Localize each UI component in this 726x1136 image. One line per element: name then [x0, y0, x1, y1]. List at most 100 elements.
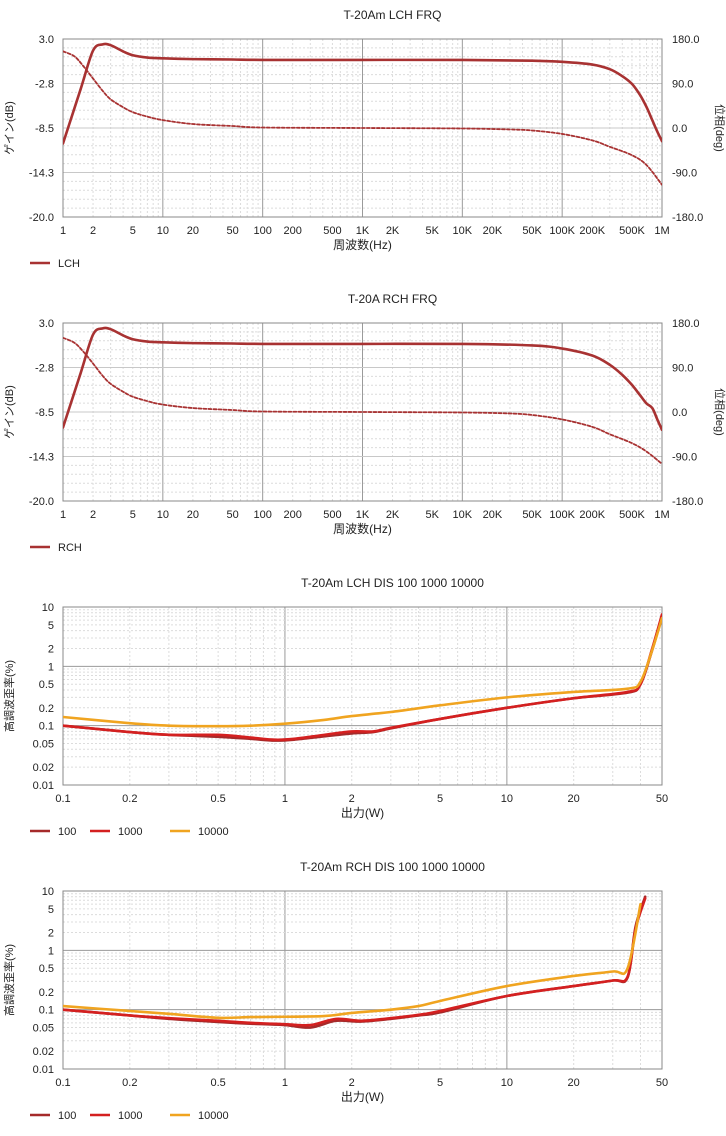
- plot-frame: [62, 38, 663, 218]
- x-tick-label: 0.5: [210, 1077, 225, 1089]
- x-tick-label: 5: [437, 1077, 443, 1089]
- x-tick-label: 200: [284, 509, 302, 521]
- x-tick-label: 2: [90, 509, 96, 521]
- y-tick-label: -20.0: [29, 212, 54, 224]
- x-tick-label: 1M: [654, 509, 669, 521]
- x-tick-label: 500K: [619, 509, 645, 521]
- y2-axis-label: 位相(deg): [713, 104, 726, 152]
- legend-label: 10000: [198, 1110, 229, 1122]
- y-tick-label: -2.8: [35, 363, 54, 375]
- y-tick-label: -2.8: [35, 79, 54, 91]
- y2-tick-label: 0.0: [672, 407, 687, 419]
- x-tick-label: 2: [90, 225, 96, 237]
- y-tick-label: 0.2: [39, 703, 54, 715]
- series-line-100: [63, 614, 662, 742]
- x-tick-label: 200K: [579, 225, 605, 237]
- y-tick-label: -8.5: [35, 123, 54, 135]
- y-tick-label: 2: [48, 643, 54, 655]
- x-tick-label: 2K: [386, 509, 400, 521]
- x-tick-label: 5K: [426, 509, 440, 521]
- legend-label: RCH: [58, 542, 82, 554]
- x-tick-label: 50K: [522, 225, 542, 237]
- x-tick-label: 200: [284, 225, 302, 237]
- x-tick-label: 5: [130, 509, 136, 521]
- y-axis-label: 高調波歪率(%): [2, 944, 16, 1016]
- y2-tick-label: 90.0: [672, 79, 693, 91]
- y2-tick-label: 0.0: [672, 123, 687, 135]
- chart-title: T-20A RCH FRQ: [348, 292, 437, 306]
- legend-label: LCH: [58, 258, 80, 270]
- x-tick-label: 100K: [549, 509, 575, 521]
- x-tick-label: 20: [187, 509, 199, 521]
- x-tick-label: 50: [656, 793, 668, 805]
- x-tick-label: 2: [349, 793, 355, 805]
- chart-title: T-20Am LCH FRQ: [343, 8, 441, 22]
- x-tick-label: 200K: [579, 509, 605, 521]
- x-tick-label: 50: [226, 225, 238, 237]
- y-tick-label: 0.1: [39, 721, 54, 733]
- x-tick-label: 100: [253, 225, 271, 237]
- chart-0: T-20Am LCH FRQ 1 2 5 10 20 50 100 200 500 1K 2K 5K 10…: [3, 8, 726, 270]
- y-tick-label: -14.3: [29, 452, 54, 464]
- series-line-100: [63, 895, 647, 1029]
- x-tick-label: 20K: [483, 509, 503, 521]
- x-tick-label: 10: [501, 793, 513, 805]
- y-tick-label: 10: [42, 886, 54, 898]
- x-tick-label: 5K: [426, 225, 440, 237]
- plot-frame: [62, 322, 663, 502]
- x-tick-label: 10K: [453, 225, 473, 237]
- legend-label: 10000: [198, 826, 229, 838]
- series-line-phase: [63, 336, 662, 465]
- y-axis-label: ゲイン(dB): [3, 385, 16, 439]
- x-tick-label: 5: [130, 225, 136, 237]
- y-tick-label: 0.2: [39, 987, 54, 999]
- x-tick-label: 20: [568, 1077, 580, 1089]
- x-tick-label: 1M: [654, 225, 669, 237]
- x-tick-label: 0.2: [122, 1077, 137, 1089]
- legend-label: 1000: [118, 826, 142, 838]
- chart-grid: [62, 606, 663, 786]
- x-axis-label: 出力(W): [341, 806, 384, 820]
- x-tick-label: 1: [60, 225, 66, 237]
- x-tick-label: 0.1: [55, 1077, 70, 1089]
- legend-label: 100: [58, 826, 76, 838]
- x-tick-label: 1K: [356, 225, 370, 237]
- x-tick-label: 20: [187, 225, 199, 237]
- plot-frame: [62, 890, 663, 1070]
- x-tick-label: 100: [253, 509, 271, 521]
- x-tick-label: 50: [226, 509, 238, 521]
- y2-tick-label: 180.0: [672, 34, 700, 46]
- y-tick-label: 0.02: [33, 762, 54, 774]
- x-tick-label: 10: [501, 1077, 513, 1089]
- y-tick-label: -20.0: [29, 496, 54, 508]
- y-tick-label: 5: [48, 620, 54, 632]
- series-line-1000: [63, 897, 647, 1027]
- x-tick-label: 10: [157, 225, 169, 237]
- y-tick-label: 5: [48, 904, 54, 916]
- series-line-LCH: [63, 42, 662, 145]
- x-tick-label: 2K: [386, 225, 400, 237]
- x-tick-label: 2: [349, 1077, 355, 1089]
- y-tick-label: 0.01: [33, 1064, 54, 1076]
- x-tick-label: 0.1: [55, 793, 70, 805]
- y-tick-label: 3.0: [39, 318, 54, 330]
- y-tick-label: 0.5: [39, 679, 54, 691]
- x-tick-label: 1K: [356, 509, 370, 521]
- x-tick-label: 1: [60, 509, 66, 521]
- x-axis-label: 出力(W): [341, 1090, 384, 1104]
- chart-3: T-20Am RCH DIS 100 1000 10000 0.1 0.2 0.5 1 2…: [2, 860, 668, 1122]
- chart-title: T-20Am RCH DIS 100 1000 10000: [300, 860, 485, 874]
- y2-tick-label: 90.0: [672, 363, 693, 375]
- series-line-RCH: [63, 326, 662, 432]
- chart-1: T-20A RCH FRQ 1 2 5 10 20 50 100 200 500 1K 2K 5K 10K…: [3, 292, 726, 554]
- y2-tick-label: -180.0: [672, 496, 703, 508]
- y-tick-label: 0.5: [39, 963, 54, 975]
- y-tick-label: 3.0: [39, 34, 54, 46]
- x-tick-label: 50K: [522, 509, 542, 521]
- x-tick-label: 20: [568, 793, 580, 805]
- x-tick-label: 50: [656, 1077, 668, 1089]
- y-tick-label: 1: [48, 945, 54, 957]
- x-tick-label: 20K: [483, 225, 503, 237]
- y2-tick-label: -180.0: [672, 212, 703, 224]
- y2-axis-label: 位相(deg): [713, 388, 726, 436]
